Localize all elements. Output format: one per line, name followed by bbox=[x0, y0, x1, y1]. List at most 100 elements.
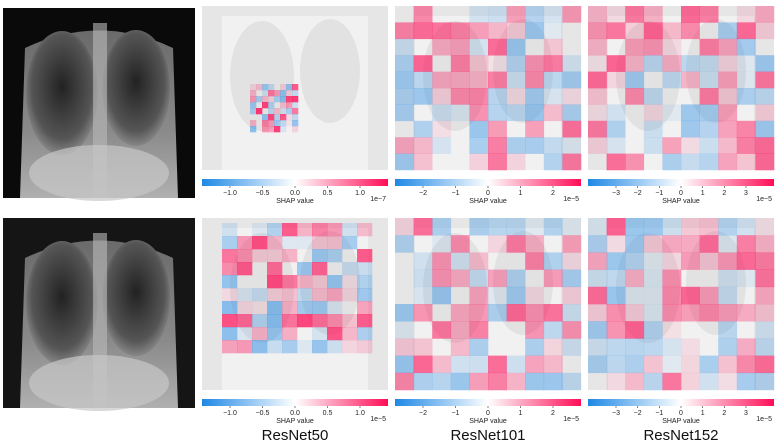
shap-cell bbox=[681, 6, 700, 23]
shap-cell bbox=[662, 153, 682, 171]
shap-cell bbox=[681, 235, 700, 253]
shap-cell bbox=[469, 38, 489, 56]
shap-cell bbox=[681, 286, 700, 305]
shap-cell bbox=[469, 22, 489, 40]
shap-cell bbox=[469, 304, 489, 322]
colorbar bbox=[588, 179, 774, 186]
colorbar-label: SHAP value bbox=[276, 418, 314, 425]
shap-cell bbox=[562, 120, 582, 138]
shap-cell bbox=[506, 137, 526, 154]
shap-cell bbox=[543, 321, 563, 339]
shap-cell bbox=[282, 288, 298, 302]
shap-cell bbox=[543, 355, 563, 374]
shap-cell bbox=[292, 126, 299, 133]
shap-cell bbox=[506, 355, 526, 374]
shap-cell bbox=[625, 338, 645, 356]
shap-cell bbox=[222, 327, 238, 341]
shap-cell bbox=[282, 275, 298, 289]
shap-cell bbox=[699, 372, 719, 391]
shap-cell bbox=[699, 137, 719, 154]
colorbar-tick-label: −1 bbox=[452, 190, 460, 197]
colorbar-scale: 1e−5 bbox=[370, 416, 386, 423]
shap-cell bbox=[681, 153, 700, 171]
shap-cell bbox=[267, 262, 283, 276]
shap-cell bbox=[469, 88, 489, 105]
shap-cell bbox=[488, 38, 507, 56]
shap-cell bbox=[280, 84, 287, 91]
shap-cell bbox=[625, 286, 645, 305]
shap-cell bbox=[755, 321, 775, 339]
shap-cell bbox=[280, 90, 287, 97]
shap-cell bbox=[432, 269, 452, 288]
shap-cell bbox=[718, 304, 738, 322]
colorbar-tick-label: 3 bbox=[744, 190, 748, 197]
shap-cell bbox=[681, 55, 700, 72]
shap-cell bbox=[543, 338, 563, 356]
shap-cell bbox=[506, 71, 526, 89]
shap-cell bbox=[450, 71, 470, 89]
shap-cell bbox=[413, 304, 433, 322]
shap-cell bbox=[280, 114, 287, 121]
shap-cell bbox=[543, 88, 563, 105]
shap-cell bbox=[327, 340, 343, 354]
colorbar-tick-label: −3 bbox=[612, 410, 620, 417]
colorbar-tick-label: 0.0 bbox=[290, 190, 300, 197]
shap-cell bbox=[450, 321, 470, 339]
shap-cell bbox=[681, 71, 700, 89]
shap-cell bbox=[488, 88, 507, 105]
shap-cell bbox=[297, 288, 313, 302]
shap-cell bbox=[268, 90, 275, 97]
shap-cell bbox=[755, 252, 775, 270]
shap-cell bbox=[736, 38, 756, 56]
shap-cell bbox=[755, 235, 775, 253]
shap-cell bbox=[222, 223, 238, 237]
shap-cell bbox=[274, 120, 281, 127]
shap-cell bbox=[643, 104, 663, 122]
shap-cell bbox=[699, 120, 719, 138]
shap-cell bbox=[413, 137, 433, 154]
shap-cell bbox=[543, 372, 563, 391]
colorbar-label: SHAP value bbox=[662, 198, 700, 205]
shap-cell bbox=[718, 218, 738, 236]
shap-cell bbox=[562, 269, 582, 288]
shap-cell bbox=[432, 372, 452, 391]
shap-cell bbox=[643, 372, 663, 391]
shap-cell bbox=[755, 104, 775, 122]
colorbar-tick-label: 0 bbox=[486, 190, 490, 197]
shap-cell bbox=[488, 372, 507, 391]
shap-cell bbox=[450, 269, 470, 288]
shap-cell bbox=[588, 338, 607, 356]
shap-heatmap bbox=[202, 218, 388, 390]
shap-cell bbox=[699, 71, 719, 89]
shap-cell bbox=[342, 236, 358, 250]
shap-cell bbox=[718, 120, 738, 138]
shap-cell bbox=[755, 137, 775, 154]
shap-cell bbox=[543, 38, 563, 56]
colorbar-scale: 1e−5 bbox=[756, 416, 772, 423]
shap-cell bbox=[543, 252, 563, 270]
shap-cell bbox=[274, 96, 281, 103]
shap-cell bbox=[736, 71, 756, 89]
shap-cell bbox=[252, 223, 268, 237]
shap-cell bbox=[525, 6, 545, 23]
shap-cell bbox=[625, 218, 645, 236]
shap-cell bbox=[606, 120, 626, 138]
shap-cell bbox=[625, 55, 645, 72]
shap-cell bbox=[268, 96, 275, 103]
shap-cell bbox=[506, 218, 526, 236]
shap-cell bbox=[736, 137, 756, 154]
shap-cell bbox=[450, 304, 470, 322]
shap-cell bbox=[432, 71, 452, 89]
shap-cell bbox=[469, 321, 489, 339]
shap-cell bbox=[432, 321, 452, 339]
heatmap-lung bbox=[616, 233, 680, 343]
shap-cell bbox=[262, 126, 269, 133]
shap-cell bbox=[432, 235, 452, 253]
shap-cell bbox=[755, 71, 775, 89]
shap-cell bbox=[699, 355, 719, 374]
shap-cell bbox=[292, 120, 299, 127]
shap-cell bbox=[506, 55, 526, 72]
shap-cell bbox=[297, 340, 313, 354]
shap-cell bbox=[662, 22, 682, 40]
shap-cell bbox=[606, 372, 626, 391]
